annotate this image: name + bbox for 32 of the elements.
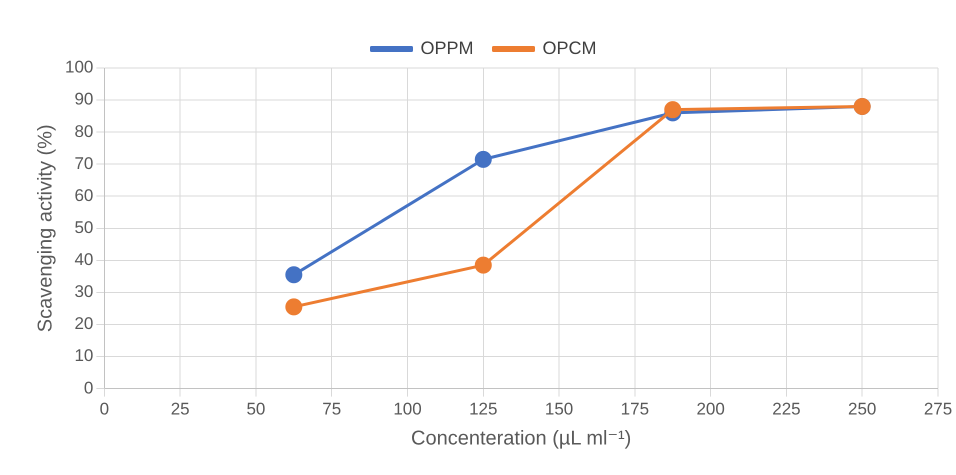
x-tick-label: 175 bbox=[620, 399, 650, 418]
x-tick-label: 0 bbox=[100, 399, 110, 418]
x-tick-label: 50 bbox=[246, 399, 266, 418]
y-tick-label: 30 bbox=[74, 282, 94, 302]
point bbox=[285, 266, 302, 284]
y-tick-label: 70 bbox=[74, 154, 94, 173]
y-tick-label: 10 bbox=[74, 346, 94, 366]
y-tick-label: 40 bbox=[74, 250, 94, 270]
x-tick-label: 225 bbox=[772, 399, 801, 418]
point bbox=[474, 256, 492, 274]
y-tick-label: 90 bbox=[74, 90, 94, 109]
point bbox=[474, 150, 492, 168]
y-axis-title: Scavenging activity (%) bbox=[34, 124, 57, 332]
x-tick-label: 75 bbox=[322, 399, 342, 418]
x-tick-label: 200 bbox=[696, 399, 725, 418]
legend-label: OPCM bbox=[542, 38, 597, 58]
y-tick-label: 80 bbox=[74, 122, 94, 141]
x-tick-label: 125 bbox=[469, 399, 498, 418]
point bbox=[285, 298, 302, 316]
y-tick-label: 100 bbox=[64, 58, 94, 77]
point bbox=[664, 101, 682, 118]
x-tick-label: 250 bbox=[848, 399, 876, 418]
legend-label: OPPM bbox=[420, 38, 474, 58]
x-axis-title: Concenteration (µL ml⁻¹) bbox=[411, 428, 632, 450]
x-tick-label: 275 bbox=[924, 399, 952, 418]
x-tick-label: 25 bbox=[170, 399, 190, 418]
y-tick-label: 0 bbox=[84, 378, 94, 398]
y-tick-label: 60 bbox=[74, 186, 94, 205]
y-tick-label: 20 bbox=[74, 314, 94, 334]
y-tick-label: 50 bbox=[74, 218, 94, 237]
x-tick-label: 100 bbox=[393, 399, 422, 418]
x-tick-label: 150 bbox=[544, 399, 574, 418]
